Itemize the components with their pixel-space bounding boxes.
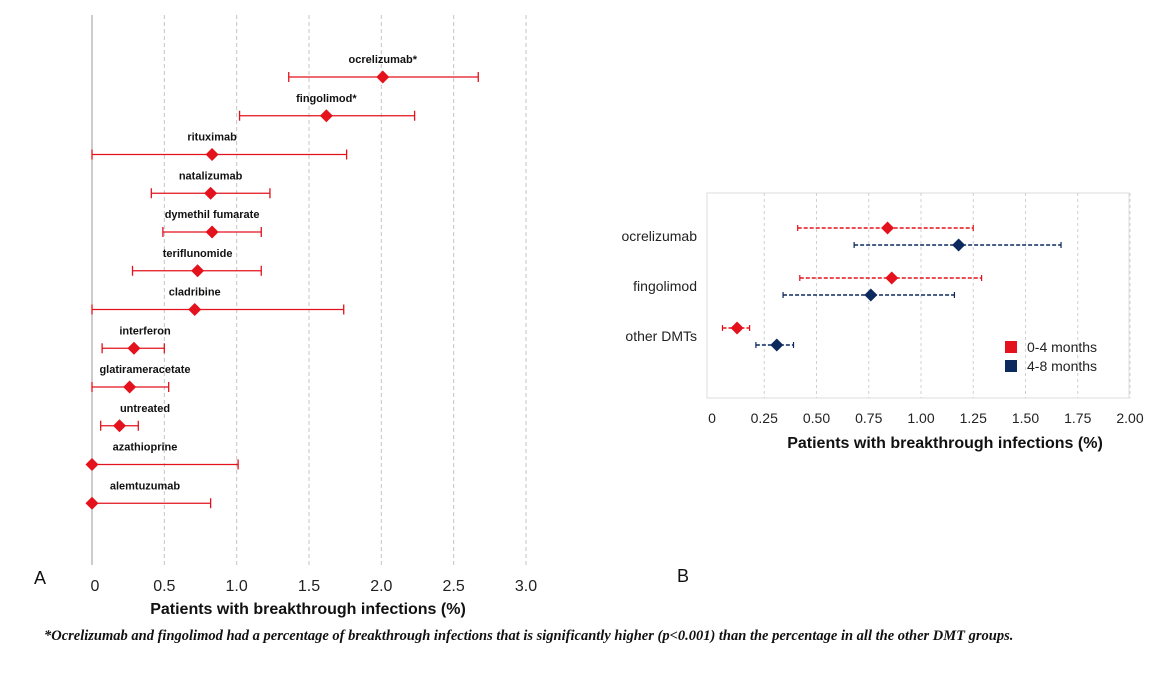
chart-b-category-labels: ocrelizumab fingolimod other DMTs bbox=[622, 228, 698, 344]
chart-a-x-tick-label: 2.5 bbox=[443, 578, 465, 595]
chart-a-row-label: teriflunomide bbox=[163, 248, 233, 260]
chart-b-point bbox=[864, 288, 878, 302]
chart-b-point bbox=[770, 338, 784, 352]
chart-a-row-label: dymethil fumarate bbox=[165, 209, 260, 221]
chart-a-x-axis-title: Patients with breakthrough infections (%… bbox=[150, 601, 466, 618]
chart-a-x-tick-label: 1.5 bbox=[298, 578, 320, 595]
chart-b-x-tick-label: 0 bbox=[708, 410, 716, 426]
chart-b-legend-label: 0-4 months bbox=[1027, 339, 1097, 355]
chart-a-row: dymethil fumarate bbox=[162, 209, 262, 239]
chart-b-panel-label: B bbox=[677, 566, 689, 586]
chart-b-point bbox=[730, 321, 744, 335]
chart-a-gridlines bbox=[91, 15, 527, 565]
chart-a-x-ticks: 0 0.5 1.0 1.5 2.0 2.5 3.0 bbox=[91, 578, 538, 595]
chart-b-legend: 0-4 months 4-8 months bbox=[1005, 339, 1097, 374]
chart-a-row-label: untreated bbox=[120, 403, 170, 415]
chart-a-point bbox=[85, 496, 99, 510]
footnote: *Ocrelizumab and fingolimod had a percen… bbox=[44, 628, 1014, 644]
chart-b-x-tick-label: 0.25 bbox=[751, 410, 778, 426]
chart-a-point bbox=[123, 380, 137, 394]
chart-a-intervals: ocrelizumab* fingolimod* rituximab natalizu… bbox=[85, 54, 479, 510]
chart-a-row-label: glatirameracetate bbox=[99, 364, 190, 376]
chart-b-category-label: ocrelizumab bbox=[622, 228, 698, 244]
chart-b-x-ticks: 0 0.25 0.50 0.75 1.00 1.25 1.50 1.75 2.00 bbox=[708, 410, 1144, 426]
chart-a-point bbox=[376, 70, 390, 84]
chart-a-row-label: cladribine bbox=[169, 287, 221, 299]
chart-b-legend-label: 4-8 months bbox=[1027, 358, 1097, 374]
chart-a-point bbox=[127, 341, 141, 355]
chart-b-x-tick-label: 0.75 bbox=[855, 410, 882, 426]
chart-b-intervals bbox=[721, 221, 1062, 352]
chart-a-point bbox=[319, 109, 333, 123]
chart-b-point bbox=[952, 238, 966, 252]
chart-a-row: glatirameracetate bbox=[91, 364, 191, 394]
chart-a-point bbox=[205, 225, 219, 239]
chart-b-x-tick-label: 1.00 bbox=[907, 410, 934, 426]
chart-b-legend-swatch bbox=[1005, 360, 1017, 372]
chart-a-row: ocrelizumab* bbox=[288, 54, 479, 84]
chart-b-category-label: fingolimod bbox=[633, 278, 697, 294]
chart-a-row: rituximab bbox=[91, 132, 348, 161]
chart-a-x-tick-label: 1.0 bbox=[226, 578, 248, 595]
chart-b-x-tick-label: 2.00 bbox=[1116, 410, 1143, 426]
chart-a-row-label: interferon bbox=[119, 325, 171, 337]
chart-b-x-tick-label: 1.75 bbox=[1064, 410, 1091, 426]
chart-b-point bbox=[885, 271, 899, 285]
chart-a-row-label: natalizumab bbox=[179, 170, 243, 182]
chart-a-point bbox=[204, 186, 218, 200]
chart-a-row: untreated bbox=[100, 403, 170, 433]
chart-b-x-tick-label: 0.50 bbox=[803, 410, 830, 426]
chart-a-row-label: rituximab bbox=[187, 132, 237, 144]
chart-b-series bbox=[721, 221, 983, 335]
chart-b-x-tick-label: 1.25 bbox=[960, 410, 987, 426]
chart-b-point bbox=[881, 221, 895, 235]
chart-a-point bbox=[112, 419, 126, 433]
chart-a-row-label: fingolimod* bbox=[296, 93, 357, 105]
chart-a-row: azathioprine bbox=[85, 442, 239, 471]
chart-a-x-tick-label: 2.0 bbox=[370, 578, 392, 595]
chart-b-x-tick-label: 1.50 bbox=[1012, 410, 1039, 426]
chart-b-category-label: other DMTs bbox=[625, 328, 697, 344]
chart-a-panel-label: A bbox=[34, 568, 46, 588]
chart-a: ocrelizumab* fingolimod* rituximab natalizu… bbox=[34, 15, 537, 618]
chart-a-point bbox=[85, 458, 99, 471]
chart-b-x-axis-title: Patients with breakthrough infections (%… bbox=[787, 435, 1103, 452]
chart-a-row: fingolimod* bbox=[238, 93, 416, 123]
chart-a-row-label: azathioprine bbox=[113, 442, 178, 454]
chart-a-point bbox=[191, 264, 205, 278]
chart-b-series bbox=[755, 238, 1062, 352]
chart-a-row: interferon bbox=[101, 325, 171, 355]
chart-b-plot-area bbox=[706, 192, 1130, 399]
chart-a-row: natalizumab bbox=[150, 170, 271, 200]
chart-a-x-tick-label: 0.5 bbox=[153, 578, 175, 595]
chart-b-legend-swatch bbox=[1005, 341, 1017, 353]
chart-a-x-tick-label: 3.0 bbox=[515, 578, 537, 595]
chart-a-point bbox=[188, 303, 202, 316]
chart-b: ocrelizumab fingolimod other DMTs 0 0.25 0.5… bbox=[622, 192, 1144, 586]
chart-a-row: teriflunomide bbox=[131, 248, 262, 278]
chart-a-row: cladribine bbox=[91, 287, 345, 316]
chart-a-row-label: ocrelizumab* bbox=[349, 54, 418, 66]
chart-a-row-label: alemtuzumab bbox=[110, 480, 181, 492]
chart-a-row: alemtuzumab bbox=[85, 480, 212, 510]
chart-a-x-tick-label: 0 bbox=[91, 578, 100, 595]
chart-a-point bbox=[205, 148, 219, 161]
